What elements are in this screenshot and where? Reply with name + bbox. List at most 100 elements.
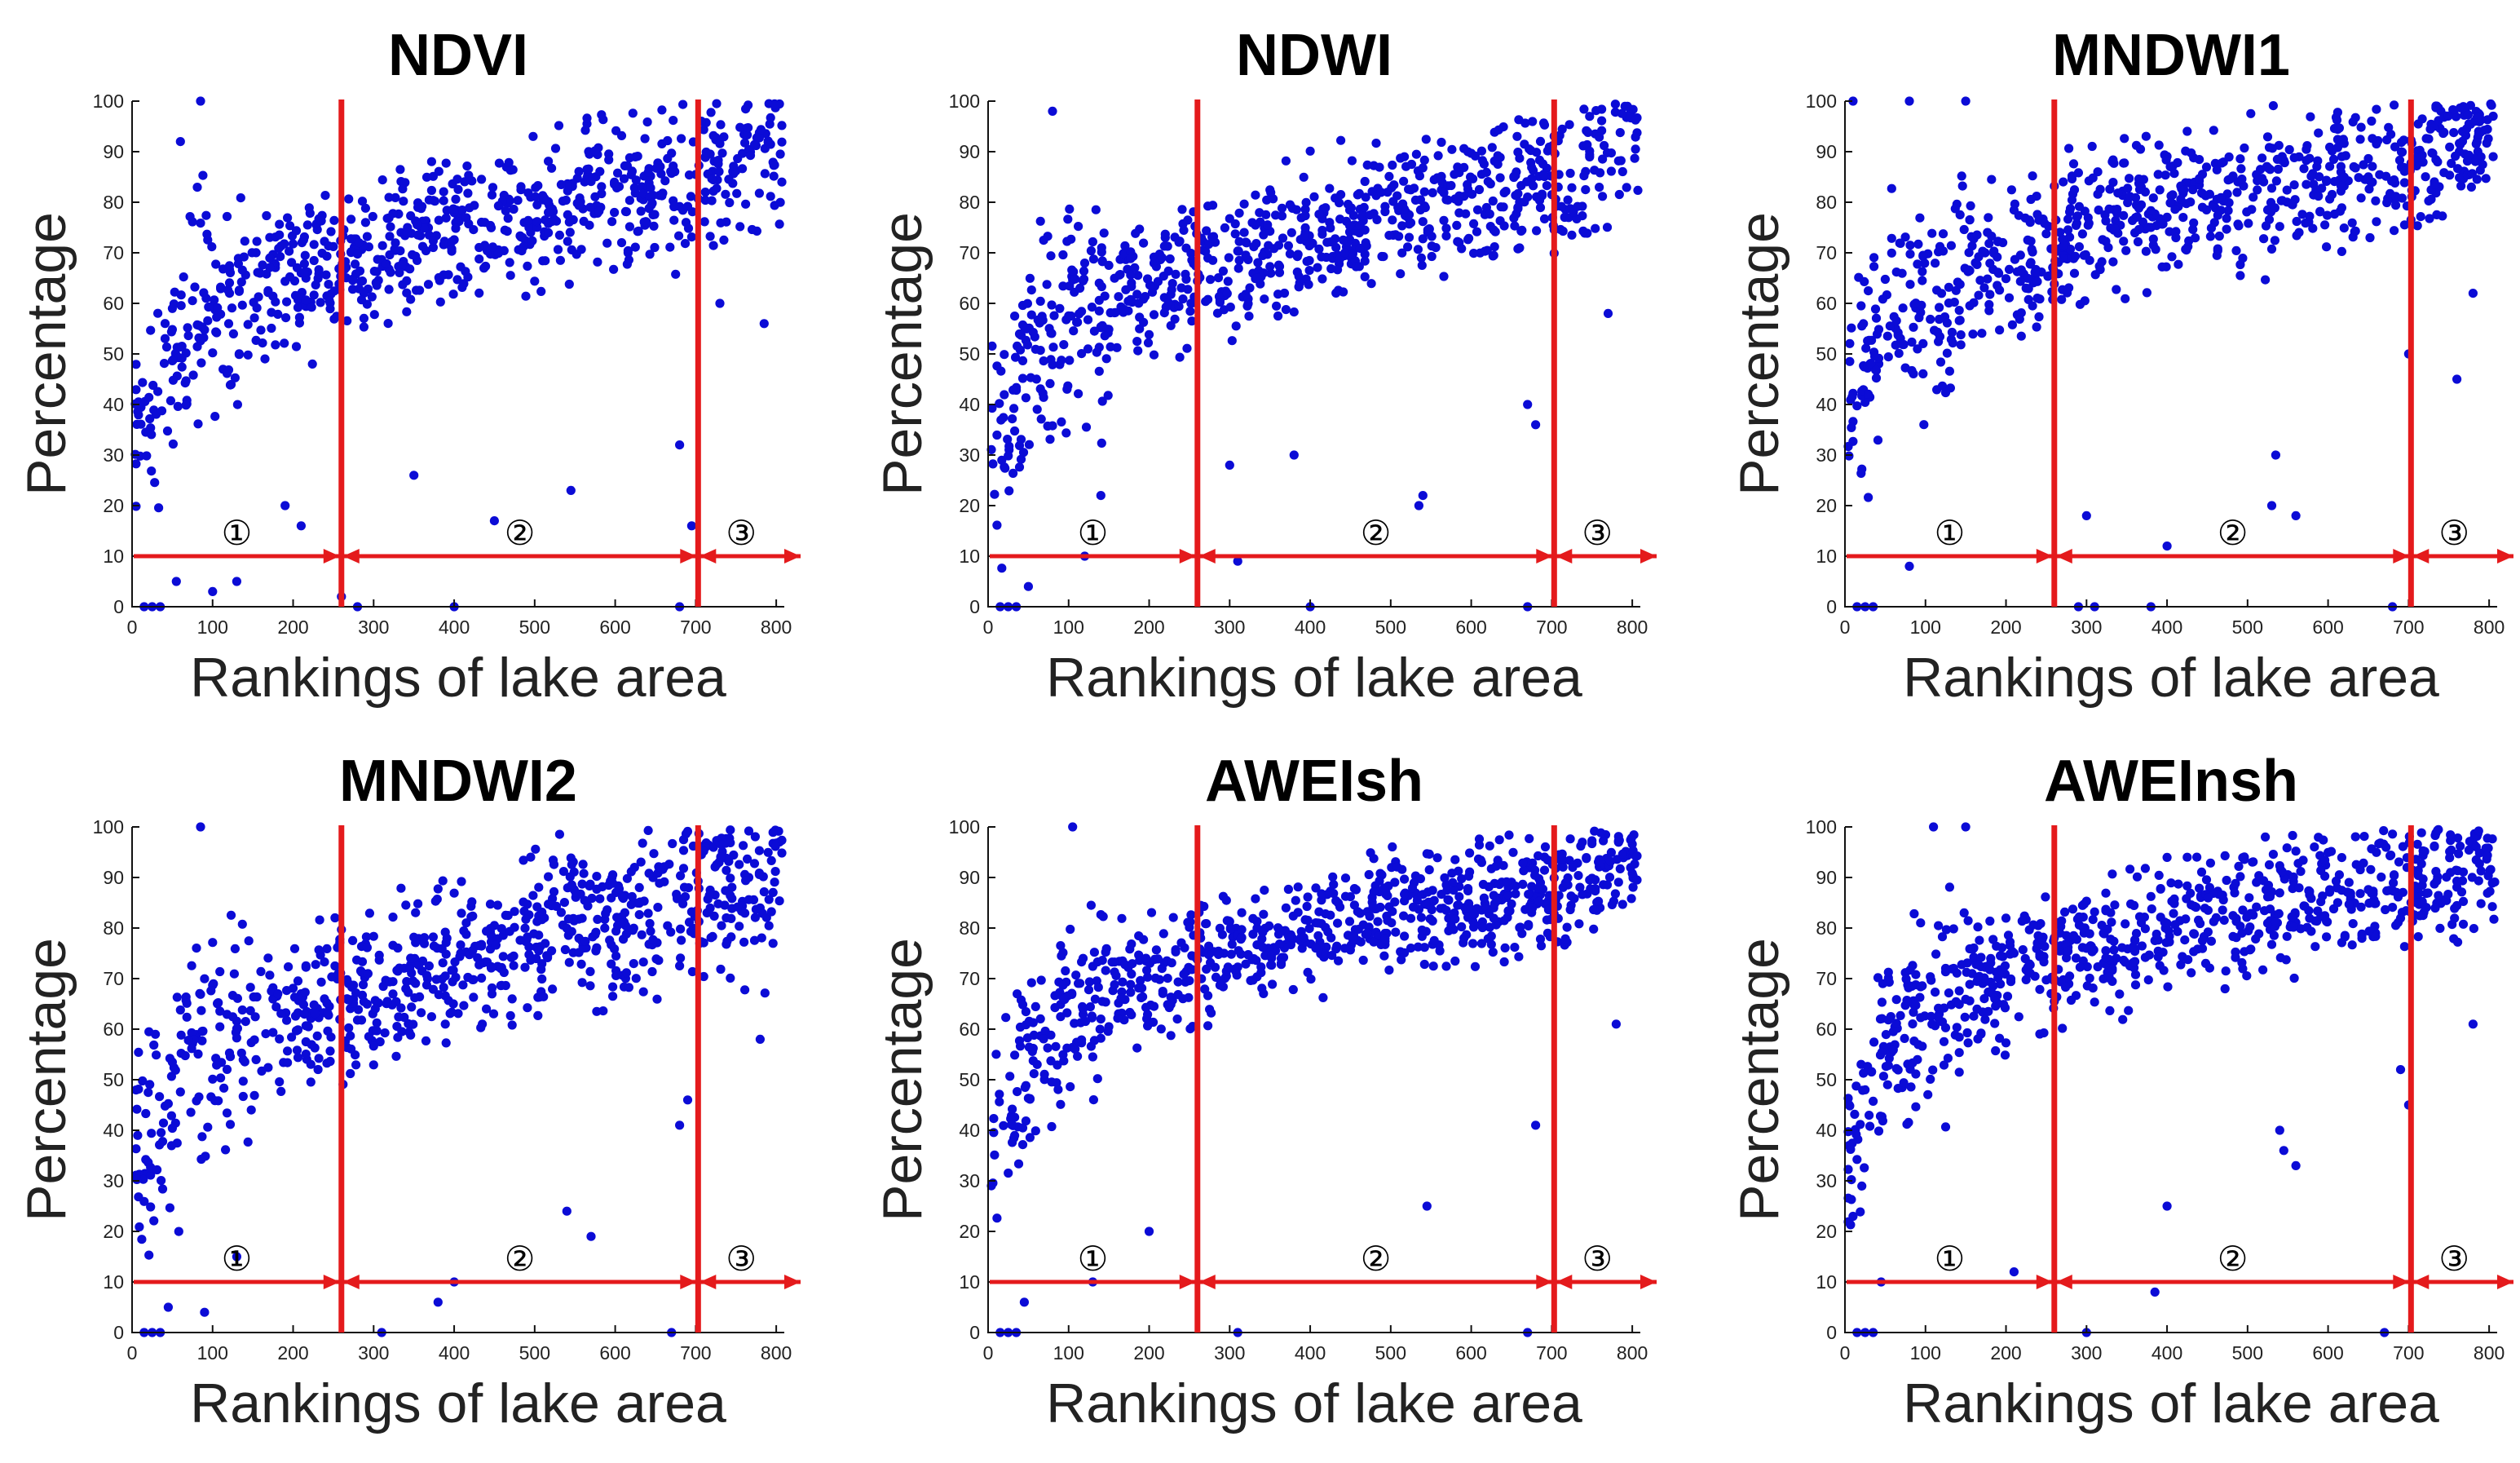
data-point [986, 1181, 996, 1191]
data-point [729, 161, 739, 171]
data-point [1926, 1011, 1936, 1021]
data-point [2182, 126, 2192, 136]
data-point [1022, 340, 1032, 350]
data-point [1026, 285, 1036, 295]
data-point [1039, 392, 1048, 402]
data-point [372, 281, 382, 290]
data-point [2355, 135, 2365, 144]
data-point [1258, 942, 1268, 952]
data-point [1097, 396, 1107, 406]
data-point [1083, 315, 1093, 325]
data-point [629, 959, 638, 969]
data-point [192, 183, 202, 192]
data-point [597, 110, 607, 120]
data-point [621, 207, 632, 217]
data-point [238, 1076, 248, 1086]
data-point [610, 944, 620, 954]
data-point [764, 895, 774, 904]
data-point [1511, 889, 1520, 899]
data-point [162, 426, 173, 436]
data-point [1869, 1037, 1879, 1047]
data-point [385, 250, 395, 260]
data-point [224, 261, 235, 271]
data-point [1017, 356, 1028, 365]
data-point [1085, 1002, 1095, 1012]
data-point [1444, 926, 1454, 935]
data-point [1331, 242, 1341, 253]
data-point [1392, 862, 1402, 872]
data-point [2261, 832, 2271, 842]
data-point [493, 248, 504, 259]
data-point [1383, 891, 1392, 900]
data-point [637, 182, 647, 192]
data-point [165, 396, 175, 405]
data-point [1952, 1023, 1962, 1032]
data-point [1073, 317, 1083, 327]
data-point [1424, 865, 1434, 875]
data-point [215, 966, 225, 977]
data-point [306, 1059, 316, 1069]
data-point [1481, 167, 1491, 177]
data-point [1887, 183, 1896, 193]
data-point [300, 988, 310, 997]
data-point [1934, 921, 1944, 930]
data-point [2142, 288, 2151, 298]
data-point [735, 922, 744, 931]
data-point [1514, 952, 1524, 961]
data-point [2452, 112, 2461, 122]
data-point [1017, 1140, 1028, 1150]
data-point [1891, 316, 1901, 325]
data-point [1413, 245, 1423, 254]
data-point [1177, 205, 1187, 214]
data-point [488, 183, 498, 192]
data-point [2038, 932, 2048, 942]
data-point [1281, 903, 1291, 913]
data-point [1055, 303, 1065, 313]
data-point [149, 1216, 159, 1226]
data-point [2291, 846, 2301, 856]
data-point [2379, 826, 2389, 836]
data-point [1132, 337, 1142, 347]
data-point [1843, 1127, 1853, 1137]
data-point [624, 196, 635, 206]
data-point [461, 267, 470, 276]
data-point [1960, 1012, 1970, 1022]
data-point [585, 981, 595, 991]
data-point [2455, 139, 2465, 148]
data-point [1303, 892, 1313, 902]
arrow-head-left [1198, 549, 1216, 564]
data-point [562, 1206, 572, 1216]
data-point [397, 1027, 407, 1036]
data-point [1187, 951, 1197, 961]
data-point [669, 201, 679, 212]
y-tick-label: 90 [103, 141, 124, 162]
data-point [2372, 104, 2381, 114]
data-point [716, 964, 726, 975]
data-point [580, 895, 589, 905]
data-point [1277, 203, 1287, 213]
data-point [1021, 393, 1031, 403]
data-point [2247, 205, 2257, 214]
data-point [2181, 245, 2191, 254]
data-point [2165, 161, 2175, 171]
arrow-head-right [680, 549, 697, 564]
data-point [1144, 329, 1154, 339]
data-point [1000, 462, 1009, 472]
x-tick-label: 0 [983, 1342, 994, 1364]
data-point [1487, 143, 1497, 152]
data-point [987, 341, 997, 351]
data-point [2432, 876, 2442, 886]
data-point [564, 279, 574, 290]
data-point [239, 252, 249, 262]
y-tick-label: 10 [1816, 546, 1837, 567]
data-point [1397, 955, 1406, 965]
data-point [304, 203, 314, 213]
data-point [2288, 830, 2297, 841]
data-point [441, 158, 451, 168]
x-tick-label: 100 [1910, 617, 1941, 638]
data-point [1519, 866, 1529, 876]
data-point [1453, 236, 1463, 246]
data-point [402, 288, 412, 298]
data-point [2381, 842, 2391, 852]
data-point [1056, 941, 1066, 951]
